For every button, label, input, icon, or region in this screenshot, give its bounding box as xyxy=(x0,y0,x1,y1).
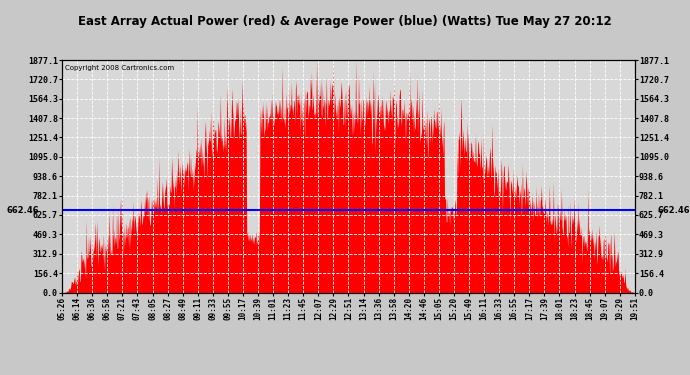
Text: East Array Actual Power (red) & Average Power (blue) (Watts) Tue May 27 20:12: East Array Actual Power (red) & Average … xyxy=(78,15,612,28)
Text: 662.46: 662.46 xyxy=(7,206,39,215)
Text: 662.46: 662.46 xyxy=(658,206,690,215)
Text: Copyright 2008 Cartronics.com: Copyright 2008 Cartronics.com xyxy=(65,64,174,70)
